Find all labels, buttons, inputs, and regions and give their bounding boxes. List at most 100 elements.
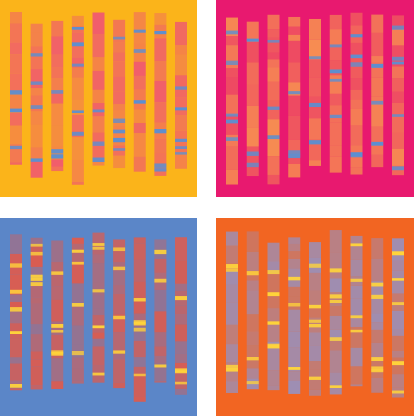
lane-segment [133,133,146,157]
lane-band [51,324,64,328]
lane-band [288,302,301,307]
lane-segment [329,93,342,106]
gel-panel [216,0,414,197]
lane-segment [288,16,301,27]
lane-segment [175,260,187,284]
lane-segment [51,262,64,274]
lane-segment [350,235,363,260]
lane-segment [246,105,259,128]
lane-band [30,105,43,109]
lane-segment [71,243,84,262]
lane-band [113,137,126,143]
gel-lane [71,237,84,384]
gel-lane [329,230,342,395]
lane-segment [133,281,146,301]
lane-segment [309,77,321,97]
lane-segment [92,315,105,333]
lane-segment [51,90,64,104]
gel-lane [226,17,238,185]
gel-lane [267,14,280,185]
gel-lane [267,242,280,391]
lane-band [350,62,363,67]
lane-segment [309,59,321,78]
gel-lane [175,21,187,169]
lane-segment [267,273,280,293]
lane-segment [71,305,84,326]
lane-segment [371,296,384,314]
lane-segment [71,261,84,284]
lane-segment [246,271,259,281]
lane-segment [267,322,280,342]
lane-segment [329,230,342,253]
lane-segment [30,88,43,96]
lane-segment [51,240,64,263]
lane-segment [392,132,404,149]
lane-segment [392,238,404,261]
lane-segment [30,237,43,246]
lane-segment [329,306,342,316]
gel-lane [51,240,64,390]
lane-segment [71,137,84,160]
lane-band [371,369,384,373]
gel-panel [0,218,197,416]
lane-segment [154,61,167,81]
lane-segment [309,272,321,291]
lane-band [267,39,280,43]
lane-segment [329,350,342,373]
lane-segment [392,148,404,166]
lane-segment [133,259,146,282]
lane-segment [350,316,363,327]
lane-band [133,49,146,53]
lane-band [226,119,238,124]
lane-segment [350,125,363,146]
lane-segment [309,361,321,370]
lane-segment [154,363,167,382]
lane-segment [30,366,43,386]
lane-segment [288,163,301,178]
lane-segment [392,91,404,103]
lane-segment [288,157,301,164]
lane-band [288,153,301,159]
gel-lane [246,21,259,177]
lane-band [133,29,146,33]
lane-segment [226,231,238,246]
lane-segment [175,305,187,315]
lane-segment [10,125,22,145]
lane-segment [329,271,342,279]
lane-segment [51,273,64,287]
lane-segment [350,384,363,387]
lane-segment [175,362,187,370]
lane-band [154,249,167,255]
lane-segment [10,42,22,55]
lane-segment [92,308,105,316]
lane-segment [133,340,146,358]
lane-segment [133,366,146,374]
lane-band [92,246,105,250]
lane-band [226,367,238,372]
lane-band [92,289,105,293]
gel-lane [309,18,321,166]
lane-band [392,302,404,306]
lane-segment [350,57,363,79]
lane-band [392,166,404,171]
lane-band [133,373,146,377]
lane-segment [30,334,43,352]
lane-band [309,56,321,60]
lane-segment [71,325,84,345]
lane-segment [133,109,146,123]
lane-band [329,44,342,48]
lane-segment [309,290,321,306]
lane-segment [309,139,321,161]
lane-segment [309,242,321,258]
lane-band [175,146,187,149]
lane-segment [113,42,126,53]
gel-lane [113,239,126,389]
lane-segment [113,270,126,286]
lane-band [288,91,301,95]
lane-band [309,140,321,145]
lane-band [329,300,342,304]
lane-band [92,325,105,329]
gel-lane [175,237,187,395]
lane-band [288,276,301,281]
